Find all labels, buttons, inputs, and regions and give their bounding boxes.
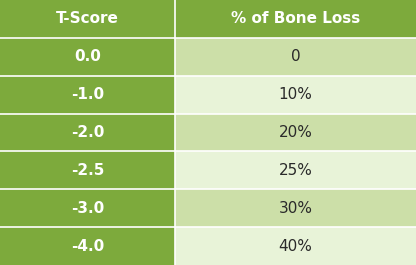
Bar	[175, 151, 416, 189]
Bar	[175, 0, 416, 38]
Text: -3.0: -3.0	[71, 201, 104, 216]
Text: 20%: 20%	[278, 125, 312, 140]
Text: 30%: 30%	[278, 201, 312, 216]
Bar	[175, 189, 416, 227]
Bar	[175, 114, 416, 151]
Text: 40%: 40%	[278, 238, 312, 254]
Bar	[0, 76, 175, 114]
Bar	[175, 38, 416, 76]
Text: 10%: 10%	[278, 87, 312, 102]
Text: % of Bone Loss: % of Bone Loss	[231, 11, 360, 26]
Bar	[0, 189, 175, 227]
Bar	[0, 0, 175, 38]
Text: -1.0: -1.0	[71, 87, 104, 102]
Bar	[0, 38, 175, 76]
Bar	[0, 151, 175, 189]
Bar	[0, 114, 175, 151]
Bar	[175, 227, 416, 265]
Text: T-Score: T-Score	[56, 11, 119, 26]
Text: -2.0: -2.0	[71, 125, 104, 140]
Text: 0: 0	[290, 49, 300, 64]
Text: -2.5: -2.5	[71, 163, 104, 178]
Bar	[175, 76, 416, 114]
Bar	[0, 227, 175, 265]
Text: -4.0: -4.0	[71, 238, 104, 254]
Text: 25%: 25%	[278, 163, 312, 178]
Text: 0.0: 0.0	[74, 49, 101, 64]
